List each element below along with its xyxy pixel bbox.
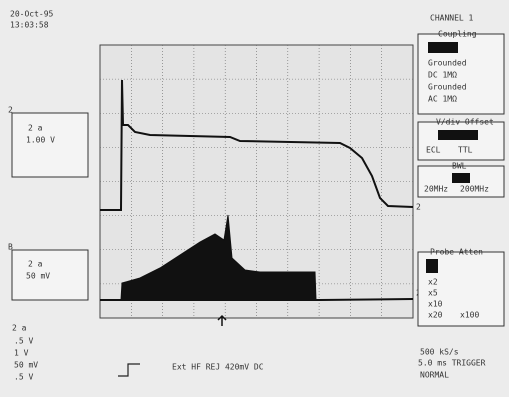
channel-row: 1 V	[14, 349, 29, 358]
panel-item: ECL	[426, 146, 441, 155]
selected-item	[426, 259, 438, 273]
trigger-source: Ext HF REJ 420mV DC	[172, 363, 264, 372]
channel-row: .5 V	[14, 337, 33, 346]
trace-2-baseline	[100, 299, 413, 300]
date: 20-Oct-95	[10, 10, 54, 19]
panel-item: 200MHz	[460, 185, 489, 194]
box-text: 2 a	[28, 124, 43, 133]
panel-item: Grounded	[428, 59, 467, 68]
channel-box	[12, 113, 88, 177]
trace-marker: 2	[416, 203, 421, 212]
panel-title: V/div Offset	[436, 118, 494, 127]
selected-item	[438, 130, 478, 140]
trigger-mode: NORMAL	[420, 371, 449, 380]
time: 13:03:58	[10, 21, 49, 30]
channel-title: CHANNEL 1	[430, 14, 474, 23]
sample-rate: 500 kS/s	[420, 348, 459, 357]
panel-item: TTL	[458, 146, 473, 155]
channel-row: .5 V	[14, 373, 33, 382]
panel-item: x10	[428, 300, 443, 309]
box-text: 50 mV	[26, 272, 50, 281]
panel-item: x20	[428, 311, 443, 320]
panel-item: 20MHz	[424, 185, 448, 194]
panel-item: x100	[460, 311, 479, 320]
panel-item: Grounded	[428, 83, 467, 92]
box-marker: B	[8, 243, 13, 252]
selected-item	[452, 173, 470, 183]
box-text: 1.00 V	[26, 136, 55, 145]
panel-title: Coupling	[438, 30, 477, 39]
timebase: 5.0 ms TRIGGER	[418, 359, 486, 368]
selected-item	[428, 42, 458, 53]
panel-item: AC 1MΩ	[428, 95, 457, 104]
channel-row: 50 mV	[14, 361, 38, 370]
panel-title: Probe Atten	[430, 248, 483, 257]
panel-item: x2	[428, 278, 438, 287]
panel-item: x5	[428, 289, 438, 298]
box-marker: 2	[8, 106, 13, 115]
box-text: 2 a	[28, 260, 43, 269]
panel-title: BWL	[452, 162, 467, 171]
panel-item: DC 1MΩ	[428, 71, 457, 80]
scope-screen: 20-Oct-95 13:03:58 CHANNEL 1 2 2 2 2 a 1…	[0, 0, 509, 397]
bottom-title: 2 a	[12, 324, 27, 333]
